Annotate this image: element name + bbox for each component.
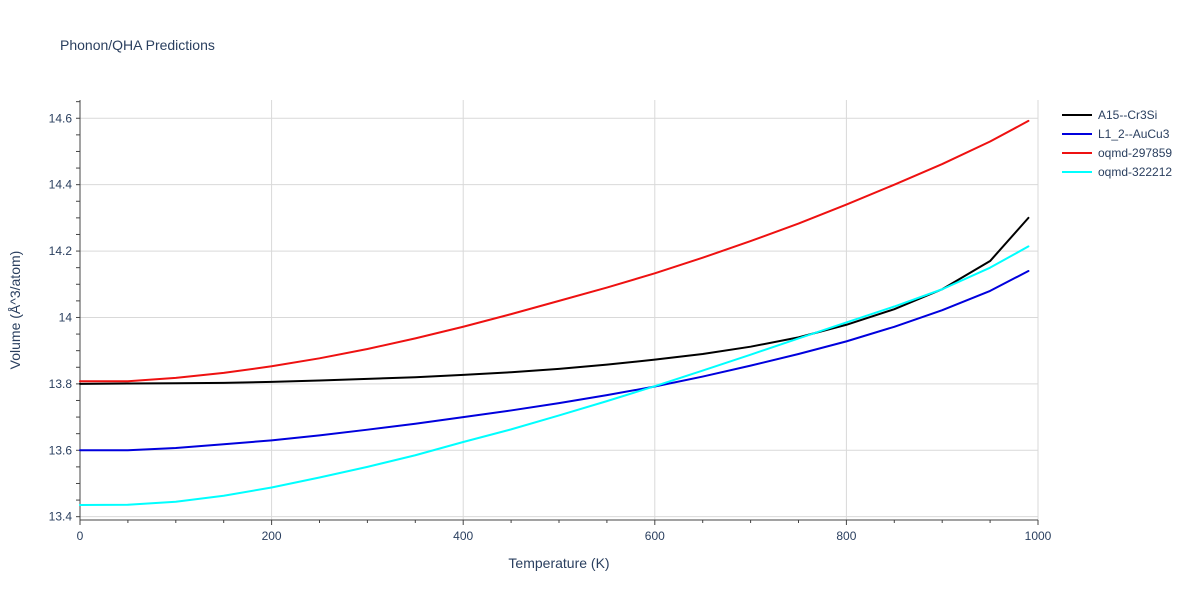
axis-layer: 0 200 400 600 800 1000 13.4 13.6 13.8 14 14.2 14.4 1… [49, 100, 1052, 543]
y-axis-title: Volume (Å^3/atom) [7, 251, 23, 370]
x-tick-label: 200 [262, 529, 282, 543]
y-tick-label: 14 [59, 310, 73, 324]
series-line-L1_2--AuCu3 [79, 269, 1030, 452]
y-tick-label: 14.2 [49, 244, 73, 258]
series-layer [79, 119, 1030, 507]
y-tick-label: 14.6 [49, 111, 73, 125]
legend-label: oqmd-322212 [1098, 165, 1172, 179]
legend-item[interactable]: A15--Cr3Si [1062, 108, 1157, 122]
y-tick-label: 13.8 [49, 377, 73, 391]
y-tick-label: 13.4 [49, 510, 73, 524]
legend-label: L1_2--AuCu3 [1098, 127, 1170, 141]
chart-title: Phonon/QHA Predictions [60, 37, 215, 53]
legend-label: oqmd-297859 [1098, 146, 1172, 160]
series-line-oqmd-297859 [79, 119, 1030, 383]
series-line-A15--Cr3Si [79, 216, 1030, 385]
legend-item[interactable]: oqmd-322212 [1062, 165, 1172, 179]
series-line-oqmd-322212 [79, 245, 1030, 507]
y-tick-label: 13.6 [49, 443, 73, 457]
legend-item[interactable]: oqmd-297859 [1062, 146, 1172, 160]
y-tick-label: 14.4 [49, 178, 73, 192]
x-tick-label: 800 [836, 529, 856, 543]
grid-layer [80, 100, 1039, 520]
legend-label: A15--Cr3Si [1098, 108, 1157, 122]
x-tick-label: 1000 [1025, 529, 1052, 543]
x-tick-label: 600 [645, 529, 665, 543]
x-axis-title: Temperature (K) [508, 555, 609, 571]
x-tick-label: 400 [453, 529, 473, 543]
legend-item[interactable]: L1_2--AuCu3 [1062, 127, 1170, 141]
x-tick-label: 0 [77, 529, 84, 543]
legend[interactable]: A15--Cr3Si L1_2--AuCu3 oqmd-297859 oqmd-322… [1062, 108, 1172, 179]
